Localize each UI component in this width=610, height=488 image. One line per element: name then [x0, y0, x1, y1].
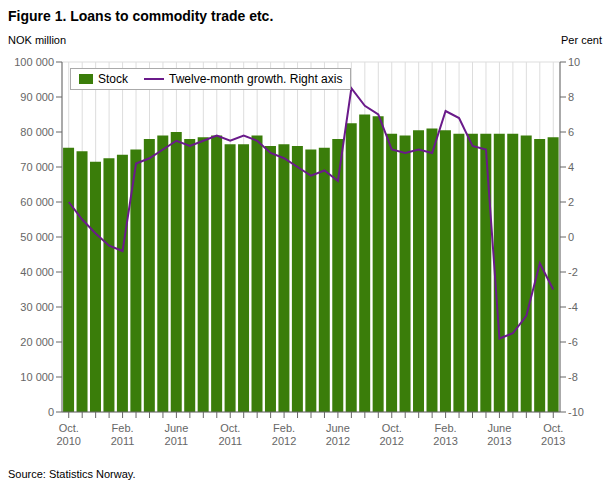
svg-text:-8: -8 [568, 371, 578, 383]
svg-text:100 000: 100 000 [14, 56, 54, 68]
svg-text:0: 0 [568, 231, 574, 243]
svg-text:0: 0 [48, 406, 54, 418]
svg-text:-2: -2 [568, 266, 578, 278]
svg-text:10 000: 10 000 [20, 371, 54, 383]
html-text:Twelve-month growth. Right axi: Twelve-month growth. Right axis [169, 72, 343, 86]
svg-text:40 000: 40 000 [20, 266, 54, 278]
svg-text:2: 2 [568, 196, 574, 208]
svg-text:Feb.2011: Feb.2011 [111, 422, 135, 447]
html-text:Source: Statistics Norway.: Source: Statistics Norway. [8, 468, 136, 480]
html-text:NOK million: NOK million [8, 34, 67, 46]
svg-text:50 000: 50 000 [20, 231, 54, 243]
svg-text:-10: -10 [568, 406, 584, 418]
svg-text:80 000: 80 000 [20, 126, 54, 138]
svg-text:8: 8 [568, 91, 574, 103]
svg-text:Feb.2013: Feb.2013 [433, 422, 457, 447]
svg-text:Oct.2012: Oct.2012 [380, 422, 404, 447]
svg-text:4: 4 [568, 161, 574, 173]
svg-text:30 000: 30 000 [20, 301, 54, 313]
svg-text:60 000: 60 000 [20, 196, 54, 208]
svg-text:6: 6 [568, 126, 574, 138]
svg-text:Feb.2012: Feb.2012 [272, 422, 296, 447]
svg-text:June2013: June2013 [487, 422, 511, 447]
html-text:Stock: Stock [98, 72, 128, 86]
svg-text:June2011: June2011 [164, 422, 188, 447]
svg-text:70 000: 70 000 [20, 161, 54, 173]
svg-text:June2012: June2012 [326, 422, 350, 447]
svg-text:Oct.2010: Oct.2010 [56, 422, 80, 447]
svg-text:Oct.2013: Oct.2013 [541, 422, 565, 447]
svg-text:10: 10 [568, 56, 580, 68]
svg-text:90 000: 90 000 [20, 91, 54, 103]
svg-text:-4: -4 [568, 301, 578, 313]
svg-text:-6: -6 [568, 336, 578, 348]
svg-text:20 000: 20 000 [20, 336, 54, 348]
html-text:Per cent: Per cent [561, 34, 602, 46]
svg-text:Oct.2011: Oct.2011 [218, 422, 242, 447]
html-text:Figure 1. Loans to commodity t: Figure 1. Loans to commodity trade etc. [8, 8, 274, 24]
